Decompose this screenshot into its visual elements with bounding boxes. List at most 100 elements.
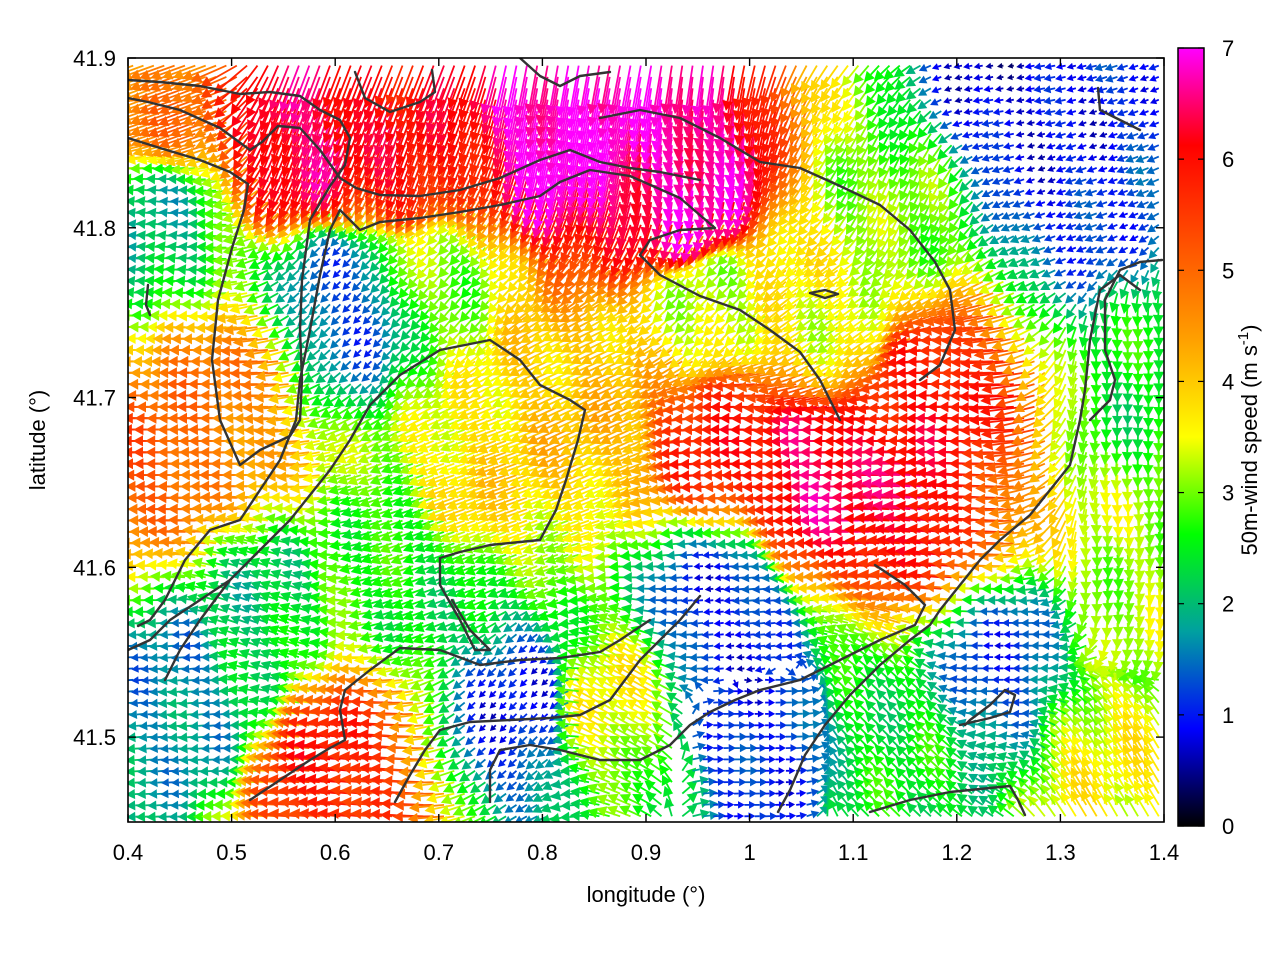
wind-arrow	[713, 778, 725, 786]
wind-arrow	[1076, 257, 1087, 264]
wind-arrow	[476, 747, 486, 757]
wind-arrow	[1018, 750, 1035, 761]
wind-arrow	[714, 585, 724, 593]
wind-arrow	[734, 687, 744, 695]
wind-arrow	[754, 789, 768, 798]
wind-arrow	[608, 747, 631, 761]
wind-arrow	[518, 724, 528, 735]
wind-arrow	[734, 812, 745, 820]
wind-arrow	[330, 337, 342, 349]
wind-arrow	[658, 607, 672, 616]
wind-arrow	[353, 326, 362, 335]
wind-arrow	[658, 584, 672, 594]
wind-arrow	[363, 337, 373, 347]
wind-arrow	[906, 803, 922, 817]
wind-arrow	[829, 778, 839, 795]
wind-arrow	[1092, 779, 1108, 806]
wind-arrow	[466, 724, 476, 734]
wind-arrow	[596, 782, 621, 795]
wind-arrow	[995, 802, 1015, 818]
wind-arrow	[530, 690, 538, 698]
wind-arrow	[828, 798, 839, 817]
wind-arrow	[1103, 781, 1119, 806]
wind-arrow	[679, 550, 693, 560]
wind-arrow	[752, 619, 766, 628]
wind-arrow	[723, 721, 736, 730]
wind-arrow	[472, 770, 486, 781]
wind-arrow	[1095, 258, 1108, 266]
wind-arrow	[515, 781, 528, 791]
wind-arrow	[712, 665, 724, 673]
wind-arrow	[796, 778, 807, 786]
wind-arrow	[1031, 618, 1045, 628]
wind-arrow	[1006, 770, 1025, 783]
wind-arrow	[982, 642, 994, 650]
wind-arrow	[734, 766, 748, 775]
wind-arrow	[350, 372, 362, 383]
wind-arrow	[392, 811, 434, 822]
wind-arrow	[1098, 634, 1109, 662]
wind-arrow	[332, 258, 342, 267]
wind-arrow	[775, 744, 786, 752]
wind-arrow	[596, 794, 621, 806]
wind-arrow	[829, 734, 839, 749]
wind-arrow	[668, 573, 683, 583]
wind-arrow	[453, 690, 466, 701]
wind-arrow	[724, 631, 735, 638]
wind-arrow	[703, 608, 714, 616]
wind-arrow	[693, 562, 704, 570]
wind-arrow	[656, 754, 673, 772]
wind-arrow	[1081, 778, 1098, 806]
wind-arrow	[504, 804, 517, 813]
wind-arrow	[785, 812, 797, 820]
wind-arrow	[489, 736, 497, 743]
wind-arrow	[754, 732, 767, 741]
wind-arrow	[456, 781, 476, 794]
wind-arrow	[987, 794, 1004, 806]
wind-arrow	[702, 777, 717, 786]
wind-arrow	[702, 766, 716, 775]
wind-arrow	[465, 736, 476, 746]
wind-arrow	[351, 281, 362, 292]
wind-arrow	[369, 797, 413, 809]
wind-arrow	[504, 815, 517, 822]
wind-arrow	[466, 679, 476, 688]
wind-arrow	[713, 562, 724, 570]
wind-arrow	[1028, 795, 1046, 817]
wind-arrow	[1081, 756, 1098, 783]
wind-arrow	[725, 665, 735, 673]
wind-arrow	[447, 758, 466, 770]
wind-arrow	[970, 653, 983, 662]
wind-arrow	[1132, 732, 1150, 760]
wind-arrow	[732, 679, 739, 689]
wind-arrow	[765, 699, 776, 707]
wind-arrow	[669, 585, 683, 594]
wind-arrow	[775, 812, 787, 820]
wind-arrow	[995, 792, 1015, 806]
wind-arrow	[131, 664, 144, 673]
wind-arrow	[541, 690, 549, 698]
wind-arrow	[319, 315, 331, 327]
wind-arrow	[924, 766, 942, 783]
wind-arrow	[620, 771, 642, 783]
wind-arrow	[690, 619, 704, 628]
wind-arrow	[1005, 779, 1025, 795]
wind-arrow	[765, 733, 776, 741]
wind-arrow	[723, 687, 736, 696]
wind-arrow	[744, 721, 756, 730]
wind-arrow	[956, 761, 973, 772]
wind-arrow	[934, 755, 953, 772]
wind-arrow	[692, 798, 711, 808]
wind-arrow	[332, 281, 342, 290]
wind-arrow	[692, 764, 709, 774]
wind-arrow	[665, 682, 683, 693]
wind-arrow	[331, 292, 342, 302]
wind-arrow	[1040, 751, 1056, 772]
wind-arrow	[977, 806, 994, 818]
wind-arrow	[507, 770, 518, 779]
wind-arrow	[294, 514, 320, 526]
wind-arrow	[917, 803, 932, 817]
wind-arrow	[1065, 303, 1077, 320]
wind-arrow	[723, 755, 736, 764]
wind-arrow	[370, 292, 383, 305]
